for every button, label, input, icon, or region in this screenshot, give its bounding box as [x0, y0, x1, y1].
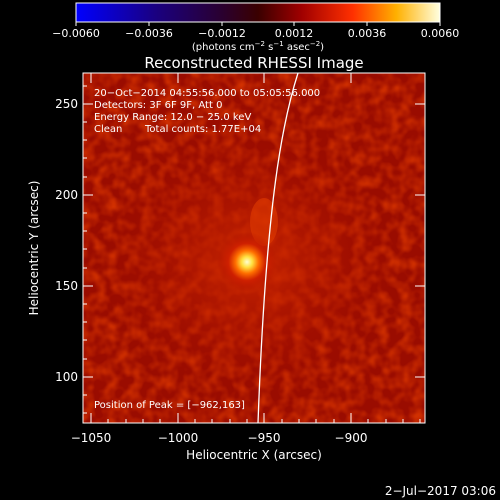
colorbar-unit-label: (photons cm−2 s−1 asec−2) [192, 40, 324, 53]
colorbar-tick-label: −0.0012 [198, 27, 246, 40]
x-tick-label: −1050 [71, 431, 112, 445]
energy-range-text: Energy Range: 12.0 − 25.0 keV [94, 112, 251, 123]
x-tick-label: −1000 [158, 431, 199, 445]
y-tick-label: 100 [55, 370, 78, 384]
axis-ticks [83, 73, 425, 423]
footer-date: 2−Jul−2017 03:06 [385, 484, 496, 498]
y-tick-label: 200 [55, 188, 78, 202]
x-axis-label: Heliocentric X (arcsec) [186, 448, 322, 462]
colorbar-tick-label: −0.0060 [52, 27, 100, 40]
colorbar: −0.0060 −0.0036 −0.0012 0.0012 0.0036 0.… [52, 2, 460, 53]
x-tick-label: −950 [248, 431, 281, 445]
plot-title: Reconstructed RHESSI Image [144, 54, 363, 72]
y-tick-label: 250 [55, 97, 78, 111]
y-tick-label: 150 [55, 279, 78, 293]
y-axis-label: Heliocentric Y (arcsec) [27, 181, 41, 316]
image-annotations: 20−Oct−2014 04:55:56.000 to 05:05:56.000… [94, 88, 320, 411]
plot-frame [82, 72, 426, 424]
method-text: Clean [94, 124, 122, 135]
colorbar-tick-label: −0.0036 [125, 27, 173, 40]
rhessi-image [83, 73, 425, 423]
colorbar-tick-label: 0.0036 [348, 27, 387, 40]
colorbar-tick-label: 0.0012 [275, 27, 314, 40]
colorbar-gradient [75, 2, 441, 23]
total-counts-text: Total counts: 1.77E+04 [144, 124, 261, 135]
time-range-text: 20−Oct−2014 04:55:56.000 to 05:05:56.000 [94, 88, 320, 99]
detectors-text: Detectors: 3F 6F 9F, Att 0 [94, 100, 222, 111]
peak-position-text: Position of Peak = [−962,163] [94, 400, 245, 411]
colorbar-tickmarks [75, 22, 441, 26]
x-tick-label: −900 [335, 431, 368, 445]
flare-peak [217, 232, 277, 292]
solar-limb [257, 73, 299, 423]
colorbar-tick-label: 0.0060 [421, 27, 460, 40]
